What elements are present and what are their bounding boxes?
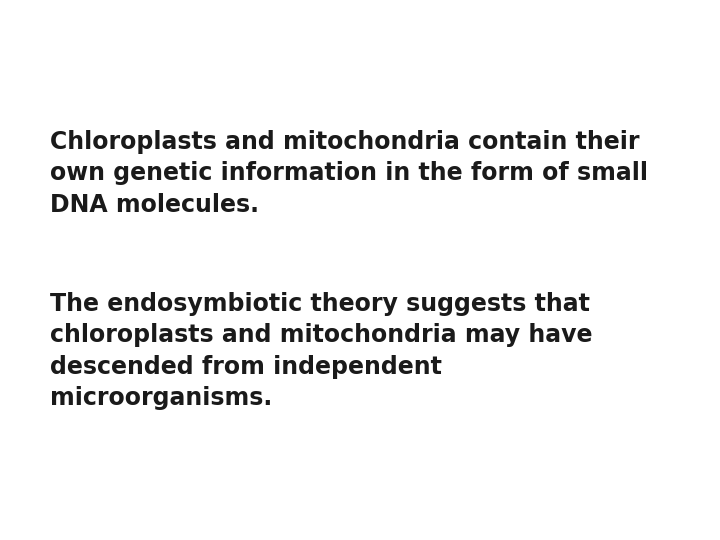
Text: The endosymbiotic theory suggests that
chloroplasts and mitochondria may have
de: The endosymbiotic theory suggests that c… — [50, 292, 593, 410]
Text: Chloroplasts and mitochondria contain their
own genetic information in the form : Chloroplasts and mitochondria contain th… — [50, 130, 649, 217]
